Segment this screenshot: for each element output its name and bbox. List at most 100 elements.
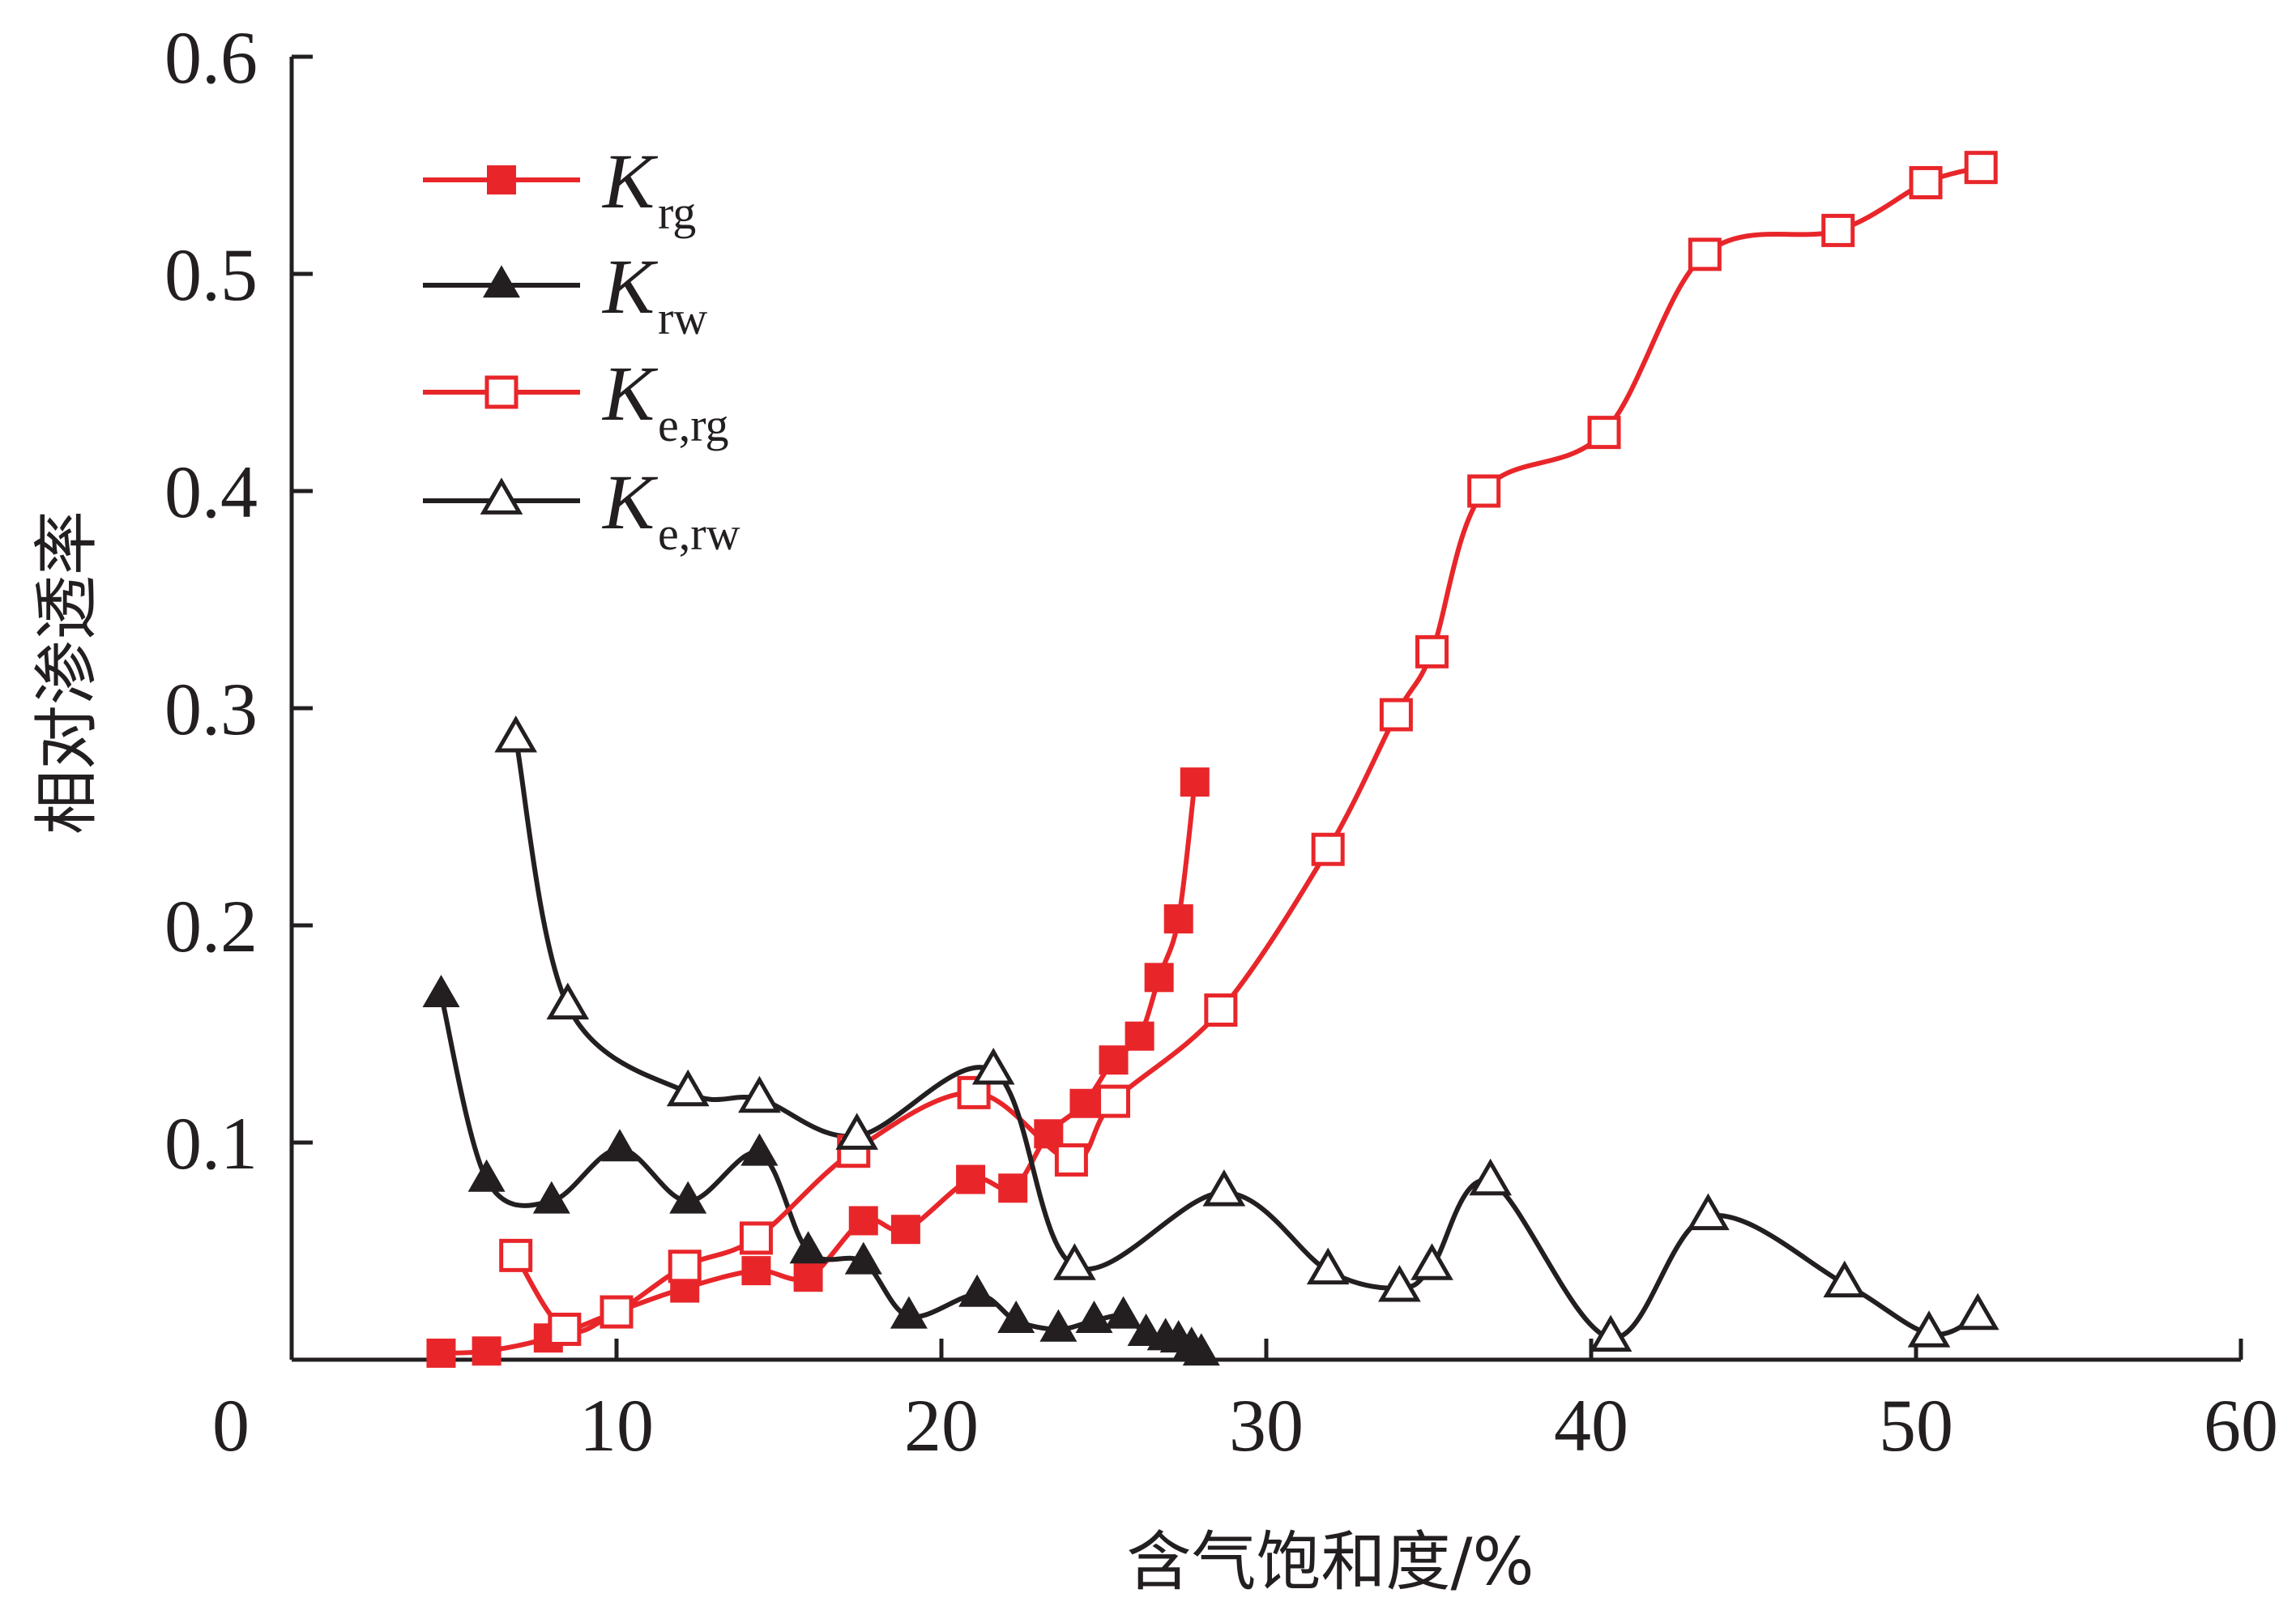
series-krg-point xyxy=(793,1262,823,1292)
series-kerw-point xyxy=(1053,1243,1096,1280)
series-kerw-point xyxy=(1823,1260,1867,1298)
series-kerw-point xyxy=(1378,1265,1421,1302)
series-kerw-point xyxy=(546,982,590,1020)
x-tick-label: 20 xyxy=(904,1384,979,1467)
legend-label-sub: rg xyxy=(658,186,696,239)
series-krg-point xyxy=(426,1338,456,1368)
legend-label-main: K xyxy=(601,138,659,224)
series-krg-point xyxy=(1125,1021,1154,1051)
x-tick-label: 30 xyxy=(1229,1384,1304,1467)
x-axis-title: 含气饱和度/% xyxy=(1127,1524,1534,1600)
series-krg-markers xyxy=(426,767,1210,1368)
series-kerg-point xyxy=(1311,832,1345,866)
series-krw-point xyxy=(669,1181,707,1214)
series-kerw-point xyxy=(1306,1247,1350,1285)
y-tick-label: 0.5 xyxy=(164,233,258,316)
series-krg-point xyxy=(1069,1088,1099,1118)
legend-label-sub: e,rw xyxy=(658,507,740,560)
series-layer xyxy=(422,151,1999,1368)
series-kerg-line xyxy=(513,164,1984,1335)
legend-label: Krw xyxy=(601,243,707,344)
y-tick-label: 0.1 xyxy=(164,1102,258,1185)
series-kerg-point xyxy=(1054,1143,1088,1177)
series-krw-point xyxy=(1075,1301,1113,1333)
series-kerg-point xyxy=(1909,165,1943,199)
legend-label-main: K xyxy=(601,350,659,437)
series-krw-point xyxy=(1039,1309,1078,1342)
ticks: 0 10 20 30 40 50 60 0.1 0.2 0.3 0.4 0.5 0.6 xyxy=(164,16,2278,1467)
series-kerw-point xyxy=(1589,1314,1632,1352)
series-kerg-line-group xyxy=(513,164,1984,1335)
legend-label: Krg xyxy=(601,138,696,239)
series-krg-point xyxy=(1180,767,1210,797)
series-kerg-point xyxy=(499,1238,533,1272)
series-kerw-point xyxy=(494,716,538,753)
y-tick-label: 0.2 xyxy=(164,885,258,968)
series-kerg-point xyxy=(1204,993,1238,1027)
series-krw-point xyxy=(789,1231,827,1264)
series-kerg-point xyxy=(548,1312,582,1346)
x-tick-label: 40 xyxy=(1554,1384,1628,1467)
series-krg-point xyxy=(1099,1045,1129,1075)
series-kerg-point xyxy=(1097,1084,1131,1118)
x-tick-label: 50 xyxy=(1879,1384,1953,1467)
y-tick-label: 0.4 xyxy=(164,451,258,533)
series-kerg-point xyxy=(1688,237,1722,271)
series-kerg-point xyxy=(739,1221,773,1255)
x-tick-label: 10 xyxy=(579,1384,654,1467)
series-kerg-point xyxy=(1467,474,1501,508)
series-kerg-point xyxy=(1964,151,1998,185)
series-krg-point xyxy=(1144,963,1174,993)
series-kerw-point xyxy=(666,1069,710,1107)
series-kerg-point xyxy=(1821,213,1855,247)
series-kerg-point xyxy=(1587,416,1621,450)
series-krw-point xyxy=(740,1133,779,1166)
series-kerw-point xyxy=(1956,1292,1999,1331)
series-kerw-point xyxy=(1202,1169,1246,1207)
series-krg-point xyxy=(472,1336,501,1366)
axes xyxy=(289,57,2241,1362)
legend-item-kerg: Ke,rg xyxy=(423,350,729,451)
legend-swatch-marker xyxy=(487,165,516,194)
legend-swatch-marker xyxy=(484,375,519,409)
series-kerw-point xyxy=(1687,1193,1730,1231)
legend-label-main: K xyxy=(601,459,659,545)
series-krw-point xyxy=(890,1296,928,1329)
legend-label-sub: e,rg xyxy=(658,399,729,451)
series-kerw-point xyxy=(738,1075,781,1113)
series-kerg-point xyxy=(668,1249,702,1284)
legend-label-main: K xyxy=(601,243,659,330)
series-kerg-markers xyxy=(499,151,1998,1346)
series-krw-point xyxy=(958,1274,996,1307)
series-kerw-point xyxy=(835,1113,879,1150)
series-kerg-point xyxy=(1415,634,1449,669)
series-krw-point xyxy=(844,1241,882,1275)
series-krw-point xyxy=(997,1301,1035,1333)
series-kerg-point xyxy=(600,1295,634,1329)
y-tick-label: 0.6 xyxy=(164,16,258,99)
legend-swatch-marker xyxy=(480,477,523,515)
legend-item-krw: Krw xyxy=(423,243,707,344)
series-krg-point xyxy=(848,1206,878,1236)
legend-item-kerw: Ke,rw xyxy=(423,459,740,560)
legend-label: Ke,rg xyxy=(601,350,729,451)
series-kerw-point xyxy=(1410,1243,1453,1280)
series-krg-point xyxy=(956,1164,986,1194)
x-tick-label: 0 xyxy=(212,1384,250,1467)
x-tick-label: 60 xyxy=(2204,1384,2278,1467)
series-krg-point xyxy=(998,1173,1028,1203)
series-kerw-markers xyxy=(494,716,1999,1352)
legend-swatch-marker xyxy=(483,265,520,298)
legend-label: Ke,rw xyxy=(601,459,740,560)
series-krw-point xyxy=(1182,1333,1220,1366)
series-krg-point xyxy=(890,1215,920,1245)
series-kerw-point xyxy=(1469,1158,1513,1196)
series-krw-markers xyxy=(422,975,1220,1366)
legend-item-krg: Krg xyxy=(423,138,696,239)
series-krw-point xyxy=(1104,1296,1142,1329)
series-krw-point xyxy=(422,975,460,1007)
series-krw-point xyxy=(532,1181,570,1214)
series-krg-point xyxy=(1163,903,1193,933)
